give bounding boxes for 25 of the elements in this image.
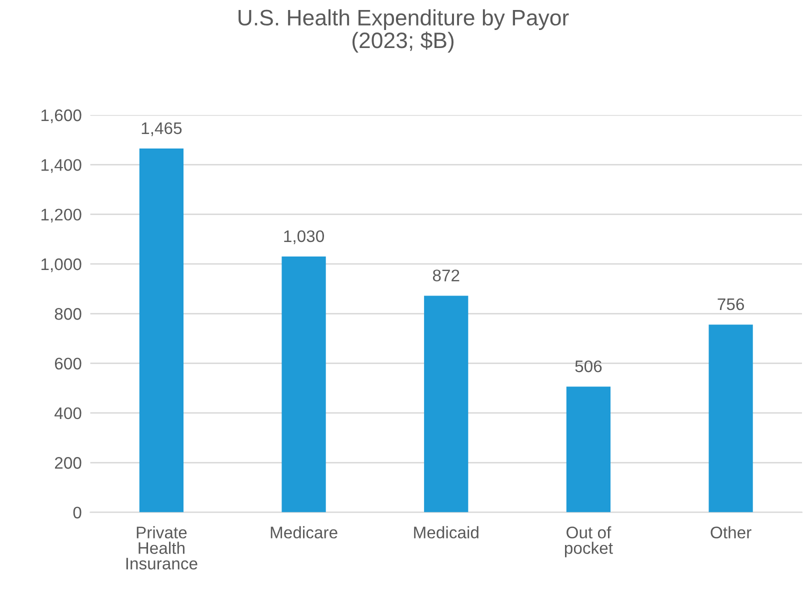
chart-title: U.S. Health Expenditure by Payor (2023; $B) (238, 9, 569, 53)
bar (282, 256, 326, 512)
y-tick-label: 800 (54, 308, 82, 320)
bar (708, 324, 753, 512)
bar (566, 386, 611, 512)
y-tick-label: 1,600 (42, 109, 82, 124)
y-tick-label: 200 (54, 457, 82, 469)
x-tick-label: Private Health Insurance (126, 526, 198, 570)
data-label: 506 (575, 360, 602, 372)
data-label: 1,030 (284, 230, 324, 244)
y-tick-label: 600 (54, 358, 82, 370)
x-tick-label: Medicaid (414, 526, 478, 538)
y-tick-label: 1,400 (42, 159, 82, 173)
y-tick-label: 0 (73, 506, 82, 518)
y-tick-label: 400 (54, 407, 82, 420)
y-tick-label: 1,200 (42, 208, 82, 222)
x-tick-label: Other (710, 526, 752, 538)
data-label: 1,465 (142, 122, 182, 136)
x-tick-label: Out of pocket (564, 526, 613, 558)
x-tick-label: Medicare (270, 526, 338, 538)
bar (139, 148, 184, 512)
data-label: 872 (432, 270, 460, 282)
y-tick-label: 1,000 (42, 258, 82, 272)
bar (424, 296, 468, 512)
data-label: 756 (718, 298, 744, 310)
